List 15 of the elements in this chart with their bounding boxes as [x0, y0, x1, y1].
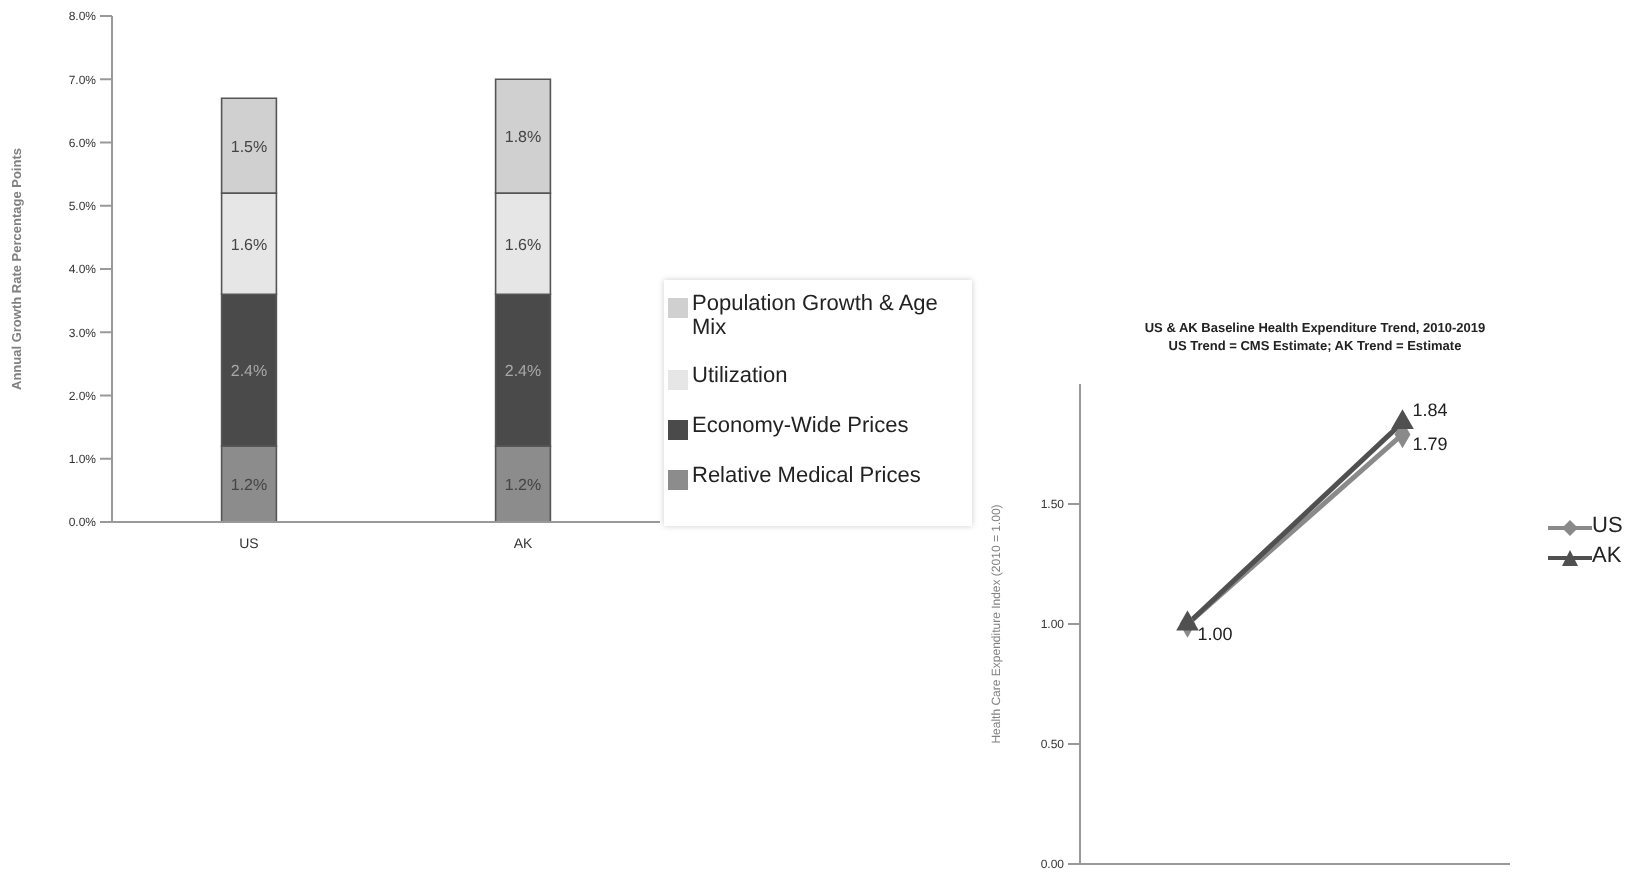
data-label: 2.4% — [230, 362, 268, 381]
data-label: 1.00 — [1197, 624, 1233, 644]
data-label: 1.6% — [504, 235, 542, 254]
legend-label: Utilization — [692, 364, 788, 388]
data-label: 1.2% — [504, 476, 542, 495]
data-label: 1.2% — [230, 476, 268, 495]
legend-label: Economy-Wide Prices — [692, 414, 909, 438]
data-label: 2.4% — [504, 362, 542, 381]
data-label: 1.5% — [230, 137, 268, 156]
legend-label: Population Growth & Age Mix — [692, 292, 940, 340]
data-label: 1.6% — [230, 235, 268, 254]
data-label: 1.8% — [504, 128, 542, 147]
legend-label: Relative Medical Prices — [692, 464, 921, 488]
data-label: 1.79 — [1412, 434, 1448, 455]
data-label: 1.84 — [1412, 400, 1448, 421]
